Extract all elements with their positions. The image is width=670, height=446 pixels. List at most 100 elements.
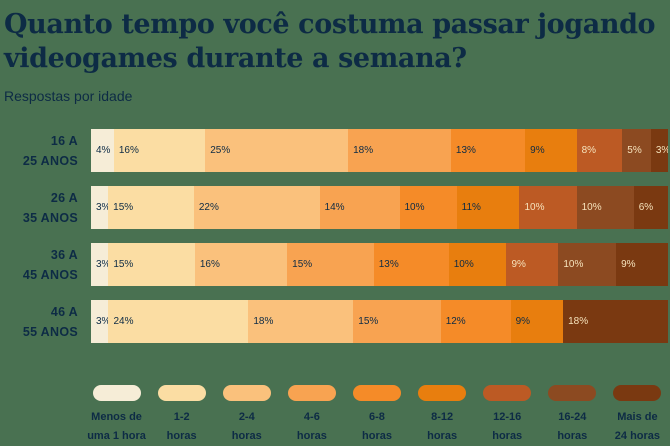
legend-label: 2-4 horas	[232, 408, 262, 446]
legend-label-line: Mais de	[617, 411, 658, 423]
segment-value-label: 9%	[621, 259, 636, 270]
segment-value-label: 18%	[253, 316, 274, 327]
segment-value-label: 18%	[568, 316, 589, 327]
legend-item: 1-2 horas	[149, 385, 214, 446]
legend-swatch	[548, 385, 597, 401]
legend-swatch	[92, 385, 141, 401]
legend-swatch	[613, 385, 662, 401]
legend-item: 6-8 horas	[344, 385, 409, 446]
bar-segment: 16%	[194, 243, 288, 286]
segment-value-label: 9%	[515, 316, 531, 327]
bar-segment: 15%	[353, 300, 441, 343]
bar-segment: 8%	[576, 129, 623, 172]
segment-value-label: 3%	[655, 145, 668, 156]
bar-segment: 10%	[399, 186, 457, 229]
legend-item: 16-24 horas	[540, 385, 605, 446]
bar-segment: 18%	[248, 300, 354, 343]
legend-label: 4-6 horas	[297, 408, 327, 446]
segment-value-label: 3%	[96, 259, 108, 270]
legend-label: 12-16 horas	[492, 408, 522, 446]
legend-label-line: 6-8	[369, 411, 385, 423]
legend-swatch	[222, 385, 271, 401]
segment-value-label: 24%	[113, 316, 134, 327]
segment-value-label: 13%	[455, 145, 476, 156]
segment-value-label: 4%	[96, 145, 111, 156]
bar-segment: 9%	[525, 129, 577, 172]
bar-segment: 9%	[506, 243, 559, 286]
bar-group-row: 46 A 55 ANOS 3% 24% 18% 15% 12% 9% 18%	[0, 300, 670, 343]
legend-label-line: uma 1 hora	[87, 430, 146, 442]
row-label: 36 A 45 ANOS	[0, 243, 91, 286]
legend-swatch	[352, 385, 401, 401]
legend-swatch	[287, 385, 336, 401]
segment-value-label: 10%	[563, 259, 584, 270]
legend-item: 4-6 horas	[279, 385, 344, 446]
bar-segment: 15%	[108, 243, 195, 286]
legend-label-line: 8-12	[431, 411, 454, 423]
bar-segment: 3%	[650, 129, 668, 172]
legend: Menos de uma 1 hora 1-2 horas 2-4 horas 4-6 hor…	[84, 385, 670, 446]
legend-label-line: 2-4	[238, 411, 255, 423]
bar-segment: 25%	[205, 129, 349, 172]
legend-label: Mais de 24 horas	[615, 408, 660, 446]
bar-segment: 18%	[348, 129, 451, 172]
legend-swatch	[157, 385, 206, 401]
bar-segment: 11%	[456, 186, 520, 229]
segment-value-label: 15%	[113, 259, 134, 270]
bar-segment: 15%	[108, 186, 194, 229]
segment-value-label: 10%	[581, 202, 602, 213]
bar-segment: 6%	[633, 186, 668, 229]
segment-value-label: 15%	[113, 202, 134, 213]
segment-value-label: 22%	[198, 202, 219, 213]
bar-segment: 10%	[448, 243, 507, 286]
row-label-line: 36 A	[50, 247, 78, 262]
legend-label-line: horas	[296, 430, 327, 442]
page-title-line-1: Quanto tempo você costuma passar jogando	[4, 9, 656, 40]
row-label-line: 25 ANOS	[22, 153, 78, 168]
segment-value-label: 3%	[96, 316, 108, 327]
row-label-line: 26 A	[50, 190, 78, 205]
segment-value-label: 13%	[378, 259, 399, 270]
legend-label: Menos de uma 1 hora	[87, 408, 146, 446]
legend-label: 1-2 horas	[167, 408, 197, 446]
stacked-bar: 3% 15% 16% 15% 13% 10% 9% 10% 9%	[91, 243, 669, 286]
legend-label-line: horas	[362, 430, 392, 442]
segment-value-label: 10%	[524, 202, 545, 213]
bar-group-row: 26 A 35 ANOS 3% 15% 22% 14% 10% 11% 10% 10% 6%	[0, 186, 670, 229]
legend-label-line: 24 horas	[614, 430, 661, 442]
legend-label-line: horas	[166, 430, 197, 442]
bar-segment: 12%	[440, 300, 511, 343]
bar-segment: 9%	[616, 243, 669, 286]
bar-segment: 5%	[622, 129, 651, 172]
legend-label-line: 12-16	[493, 411, 522, 423]
bar-segment: 10%	[519, 186, 577, 229]
segment-value-label: 16%	[199, 259, 220, 270]
segment-value-label: 11%	[461, 202, 481, 213]
stacked-bar: 3% 24% 18% 15% 12% 9% 18%	[91, 300, 668, 343]
legend-label-line: horas	[427, 430, 458, 442]
stacked-bar: 4% 16% 25% 18% 13% 9% 8% 5% 3%	[91, 129, 668, 172]
segment-value-label: 9%	[530, 145, 545, 156]
header: Quanto tempo você costuma passar jogando…	[0, 0, 670, 104]
legend-label-line: Menos de	[91, 411, 142, 423]
segment-value-label: 15%	[358, 316, 379, 327]
legend-item: 2-4 horas	[214, 385, 279, 446]
segment-value-label: 15%	[292, 259, 313, 270]
row-label-line: 55 ANOS	[22, 324, 78, 339]
row-label: 46 A 55 ANOS	[0, 300, 91, 343]
segment-value-label: 9%	[511, 259, 526, 270]
bar-segment: 3%	[91, 243, 109, 286]
legend-label: 16-24 horas	[557, 408, 587, 446]
stacked-bar-chart: 16 A 25 ANOS 4% 16% 25% 18% 13% 9% 8% 5% 3% 26 A 35 …	[0, 129, 670, 343]
legend-label: 6-8 horas	[362, 408, 392, 446]
legend-item: Menos de uma 1 hora	[84, 385, 149, 446]
bar-segment: 3%	[91, 300, 109, 343]
legend-item: Mais de 24 horas	[605, 385, 670, 446]
page-subtitle: Respostas por idade	[4, 88, 133, 104]
bar-segment: 16%	[113, 129, 206, 172]
legend-label-line: horas	[231, 430, 262, 442]
row-label-line: 46 A	[50, 304, 78, 319]
row-label-line: 45 ANOS	[22, 267, 78, 282]
legend-label: 8-12 horas	[427, 408, 457, 446]
legend-swatch	[483, 385, 532, 401]
